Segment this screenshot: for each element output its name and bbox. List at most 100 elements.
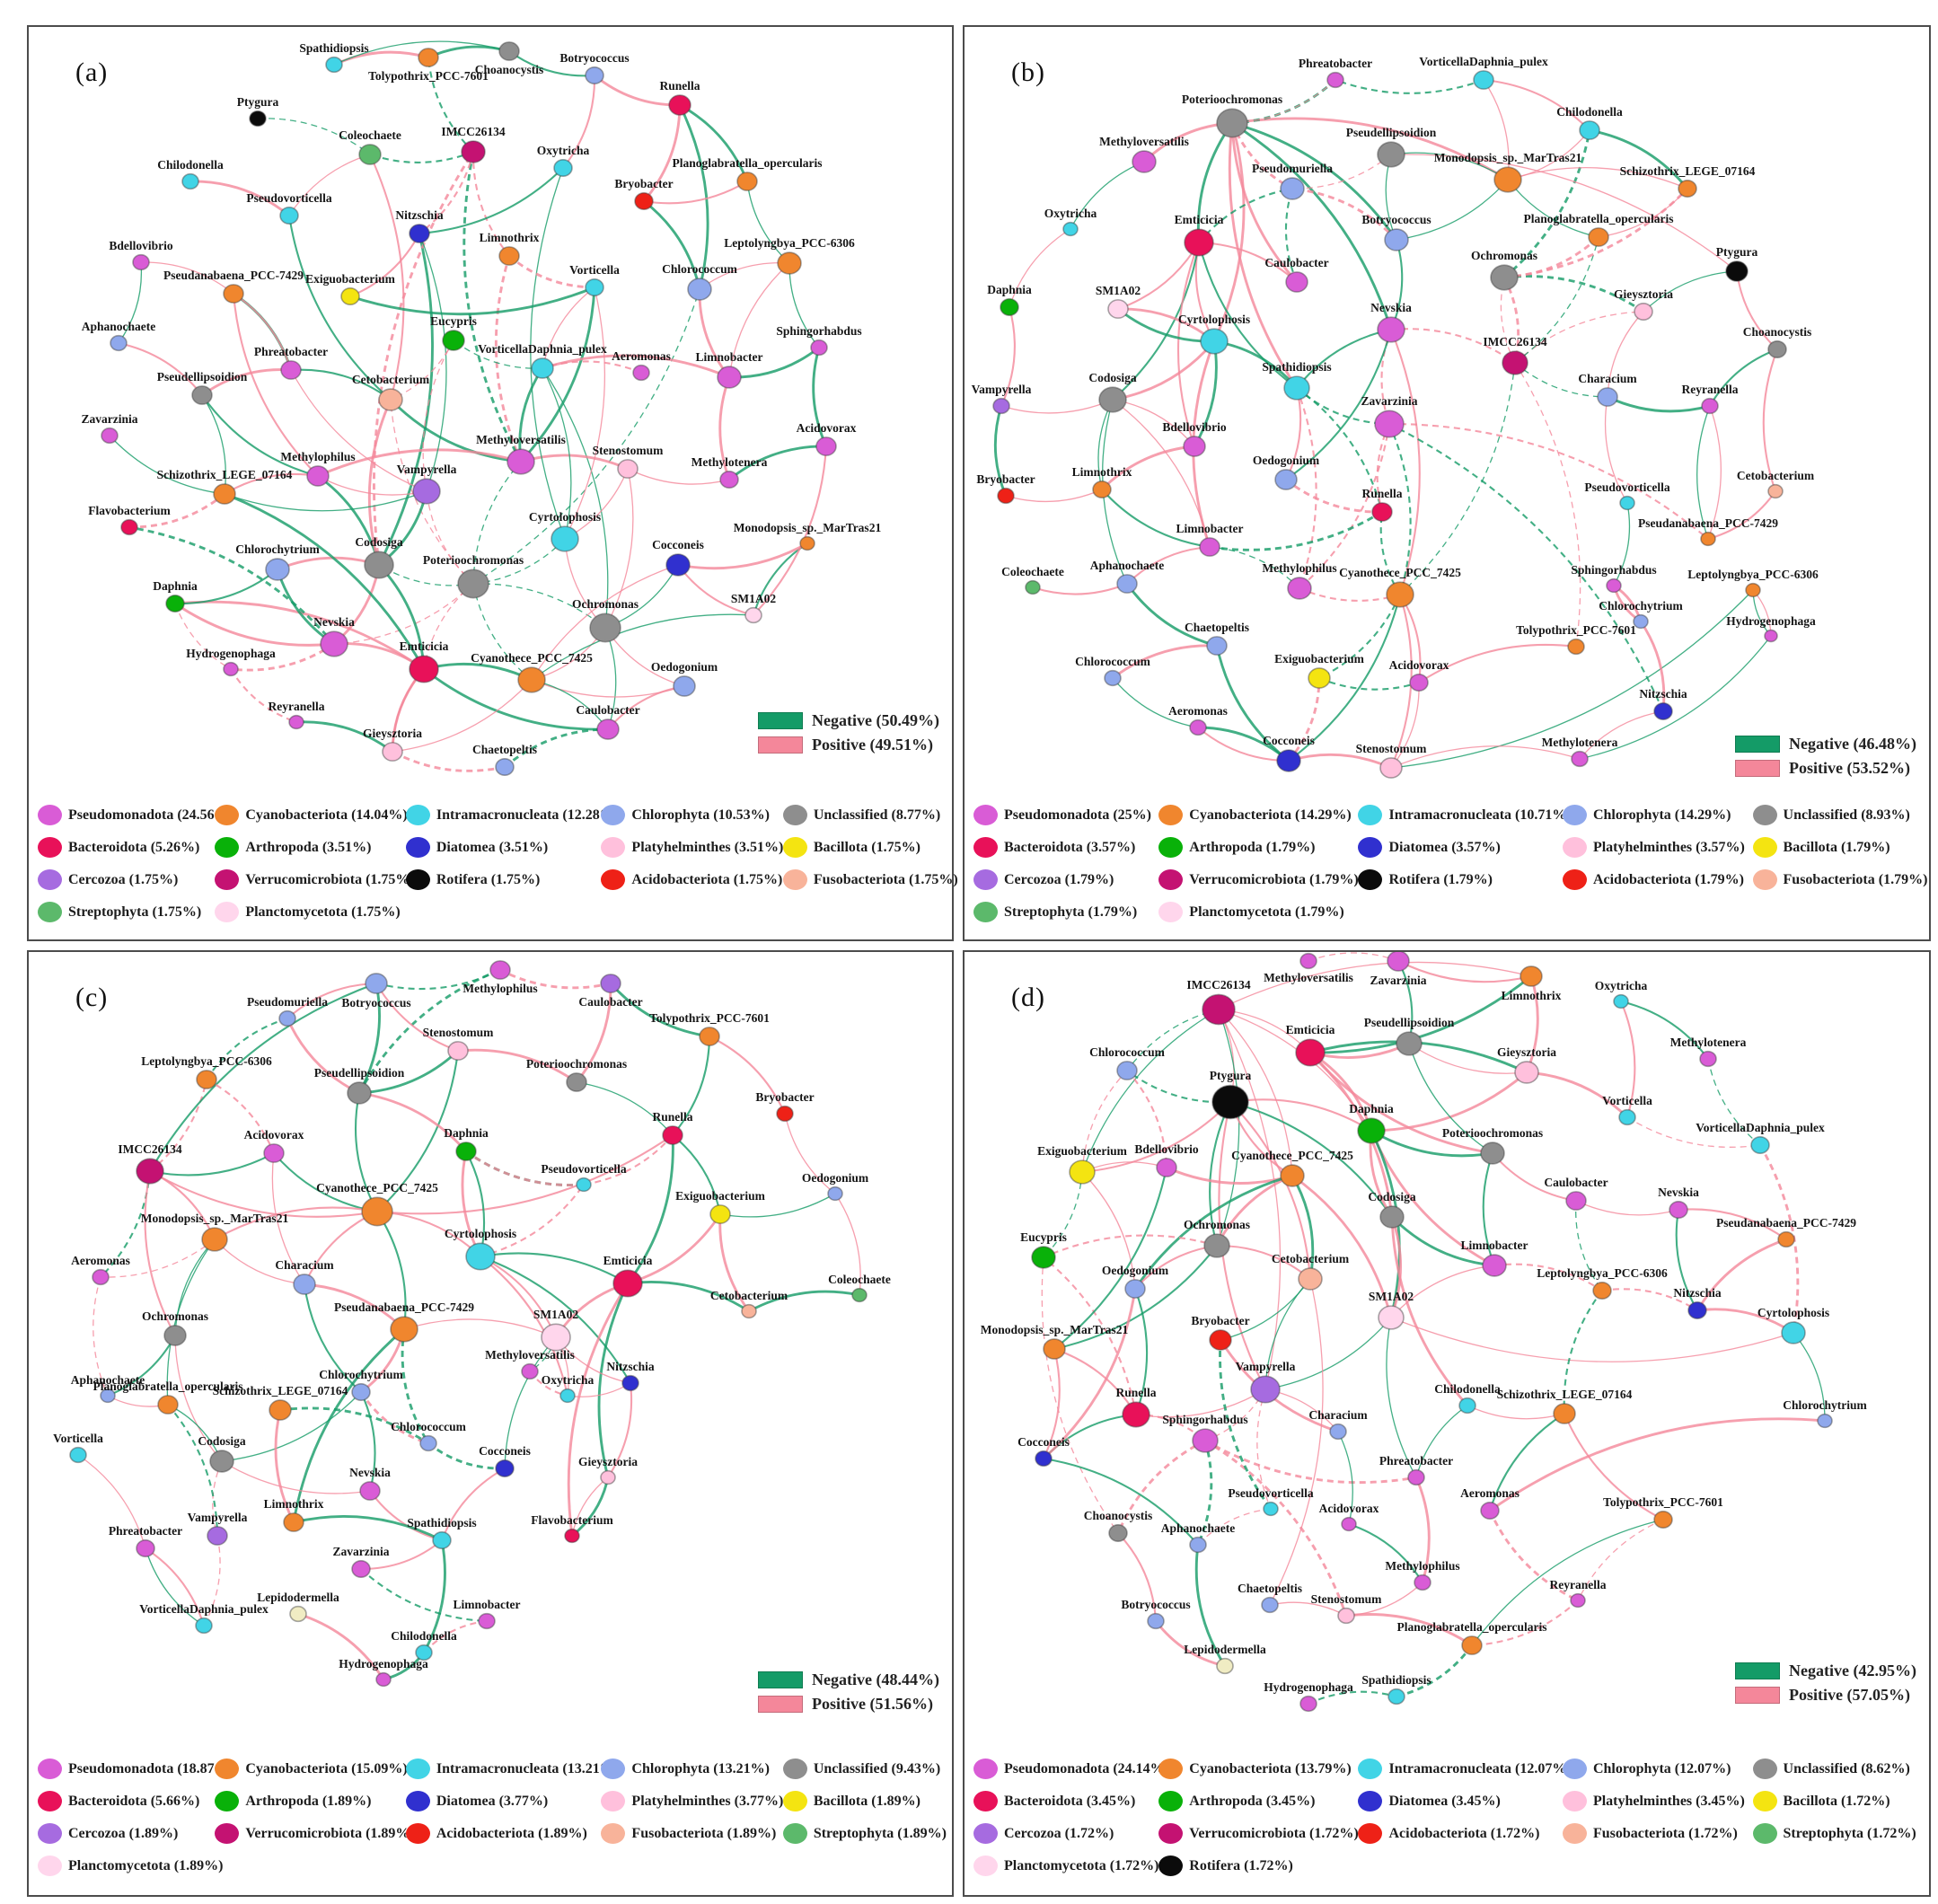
taxon-label: Vorticella <box>569 263 620 277</box>
taxon-label: Planoglabratella_opercularis <box>673 156 823 170</box>
cyanobacteriota-legend-dot <box>1158 1759 1184 1779</box>
taxon-node <box>1387 1688 1405 1706</box>
fusobacteriota-legend-dot <box>1752 869 1777 890</box>
phylum-legend-label: Streptophyta (1.75%) <box>68 904 202 920</box>
taxon-label: Cetobacterium <box>1737 469 1815 482</box>
taxon-label: Chlorococcum <box>391 1420 466 1433</box>
taxon-node <box>1553 1403 1576 1424</box>
negative-edge <box>643 199 701 290</box>
taxon-label: Aphanochaete <box>71 1373 145 1387</box>
taxon-label: Oedogonium <box>1102 1264 1169 1277</box>
negative-edge <box>1264 1317 1392 1390</box>
taxon-label: Methyloversatilis <box>1099 135 1189 148</box>
taxon-node <box>165 594 185 613</box>
phylum-legend-label: Cyanobacteriota (13.79%) <box>1189 1760 1352 1776</box>
positive-edge <box>333 583 474 645</box>
negative-edge <box>472 288 700 585</box>
taxon-node <box>320 630 348 657</box>
negative-edge <box>1296 328 1392 389</box>
taxon-node <box>364 551 394 579</box>
chlorophyta-legend-dot <box>601 805 626 825</box>
positive-edge <box>1678 1208 1787 1240</box>
taxon-label: Exiguobacterium <box>305 272 396 286</box>
taxon-label: Vampyrella <box>188 1511 248 1524</box>
negative-edge <box>1215 645 1290 762</box>
taxon-label: Bryobacter <box>755 1090 814 1104</box>
phylum-legend-label: Chlorophyta (10.53%) <box>631 807 770 823</box>
negative-edge <box>719 1193 836 1218</box>
phylum-legend-label: Chlorophyta (13.21%) <box>631 1760 770 1776</box>
taxon-label: Gieysztoria <box>363 727 422 740</box>
positive-edge <box>1117 1532 1158 1622</box>
planctomycetota-legend-dot <box>973 1856 998 1876</box>
taxon-node <box>668 94 692 116</box>
positive-edge <box>288 154 371 216</box>
negative-edge <box>746 181 790 264</box>
taxon-node <box>223 661 239 677</box>
taxon-node <box>665 553 691 577</box>
taxon-label: Pseudovorticella <box>541 1162 626 1176</box>
positive-edge <box>1000 306 1016 407</box>
taxon-label: Gieysztoria <box>1497 1045 1556 1059</box>
taxon-node <box>662 1125 683 1145</box>
positive-edge <box>1345 1613 1473 1647</box>
taxon-node <box>419 1434 437 1452</box>
positive-edge <box>461 1150 482 1257</box>
taxon-label: Vorticella <box>1602 1094 1652 1107</box>
taxon-node <box>1031 1246 1056 1269</box>
negative-edge <box>728 445 827 481</box>
positive-edge <box>1483 78 1590 131</box>
negative-edge <box>1390 1215 1495 1267</box>
positive-edge <box>1126 1070 1168 1168</box>
taxon-label: SM1A02 <box>1369 1290 1414 1303</box>
phylum-legend-item: Arthropoda (1.89%) <box>215 1791 406 1811</box>
taxon-node <box>1209 1329 1232 1351</box>
positive-edge <box>1269 1278 1324 1606</box>
negative-edge <box>678 104 709 290</box>
positive-edge <box>1390 329 1421 595</box>
taxon-label: Codosiga <box>355 535 403 549</box>
taxon-label: Phreatobacter <box>1299 57 1372 70</box>
negative-edge <box>453 339 543 369</box>
taxon-label: Methyloversatilis <box>476 433 566 446</box>
taxon-node <box>1216 108 1248 138</box>
taxon-label: Oedogonium <box>802 1171 869 1185</box>
positive-edge <box>1620 1000 1636 1118</box>
taxon-label: Oxytricha <box>537 144 590 157</box>
positive-edge <box>1390 328 1516 364</box>
taxon-label: Pseudanabaena_PCC-7429 <box>1716 1216 1856 1230</box>
phylum-legend-label: Arthropoda (3.45%) <box>1189 1793 1316 1809</box>
negative-edge <box>257 118 371 155</box>
taxon-node <box>1579 120 1600 140</box>
positive-edge <box>214 1206 378 1240</box>
negative-edge <box>357 968 501 1094</box>
positive-edge <box>1308 1052 1493 1155</box>
positive-edge <box>174 600 425 671</box>
taxon-node <box>1379 757 1403 779</box>
positive-edge <box>1285 478 1383 514</box>
positive-edge <box>457 1048 577 1084</box>
negative-edge <box>1219 1339 1273 1510</box>
platyhelminthes-legend-dot <box>1562 1791 1587 1811</box>
negative-edge <box>1043 1171 1083 1258</box>
taxon-label: Cyrtolophosis <box>445 1227 516 1240</box>
positive-edge <box>542 286 595 369</box>
taxon-label: Cyanothece_PCC_7425 <box>471 651 593 665</box>
phylum-legend-label: Intramacronucleata (10.71%) <box>1388 807 1572 823</box>
negative-edge <box>1707 1058 1761 1146</box>
taxon-label: Vampyrella <box>972 383 1032 396</box>
negative-edge <box>295 720 393 754</box>
positive-edge <box>1256 1388 1272 1510</box>
negative-edge <box>472 461 522 585</box>
phylum-legend-label: Streptophyta (1.72%) <box>1783 1825 1916 1841</box>
positive-edge <box>1397 960 1532 983</box>
phylum-legend-item: Cyanobacteriota (14.04%) <box>215 805 408 825</box>
chlorophyta-legend-dot <box>1562 1759 1587 1779</box>
taxon-node <box>1597 387 1618 407</box>
taxon-node <box>1700 531 1716 547</box>
cercozoa-legend-dot <box>38 1823 62 1844</box>
phylum-legend-item: Bacteroidota (3.57%) <box>973 837 1158 858</box>
taxon-node <box>478 1612 496 1630</box>
phylum-legend-label: Verrucomicrobiota (1.89%) <box>245 1825 415 1841</box>
phylum-legend-label: Verrucomicrobiota (1.79%) <box>1189 871 1359 887</box>
